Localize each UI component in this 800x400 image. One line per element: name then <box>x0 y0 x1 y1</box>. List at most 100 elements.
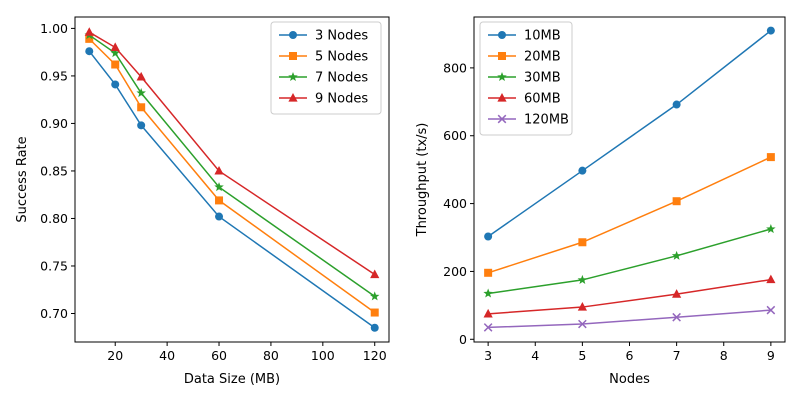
legend-marker-9-nodes <box>288 93 298 102</box>
data-point-3-nodes <box>370 323 379 332</box>
data-point-120mb <box>578 319 587 329</box>
legend-label-7-nodes: 7 Nodes <box>315 71 368 86</box>
series-line-10mb <box>487 29 772 238</box>
x-tick-label: 9 <box>767 348 775 363</box>
data-point-3-nodes <box>215 212 224 221</box>
data-point-30mb <box>483 288 493 298</box>
data-point-20mb <box>578 238 587 247</box>
y-tick-label: 400 <box>443 196 467 211</box>
data-point-3-nodes <box>111 80 120 89</box>
y-tick-label: 600 <box>443 128 467 143</box>
series-layer <box>84 27 380 332</box>
x-tick-label: 6 <box>626 348 634 363</box>
legend-label-20mb: 20MB <box>524 50 561 65</box>
data-point-20mb <box>484 268 493 277</box>
data-point-120mb <box>672 312 681 322</box>
legend-marker-20mb <box>498 52 506 60</box>
data-point-9-nodes <box>214 165 224 175</box>
data-point-60mb <box>483 308 493 318</box>
legend-marker-120mb <box>497 114 507 124</box>
y-tick-label: 200 <box>443 264 467 279</box>
x-tick-label: 20 <box>107 348 123 363</box>
data-point-60mb <box>577 302 587 311</box>
data-point-9-nodes <box>110 42 120 52</box>
data-point-30mb <box>577 274 588 284</box>
legend-marker-60mb <box>497 93 507 102</box>
legend-marker-3-nodes <box>289 31 297 39</box>
legend-label-3-nodes: 3 Nodes <box>315 29 368 44</box>
tick-layer: 20 40 60 80 100 120 0.70 0.75 0.80 0.85 0.90 0.95 1.… <box>40 21 387 363</box>
x-tick-label: 40 <box>159 348 175 363</box>
series-layer <box>483 26 776 332</box>
legend-label-30mb: 30MB <box>524 71 561 86</box>
legend-label-5-nodes: 5 Nodes <box>315 50 368 65</box>
series-line-60mb <box>488 278 771 315</box>
tick-layer: 3 4 5 6 7 8 9 0 200 400 600 800 <box>443 60 775 363</box>
data-point-10mb <box>672 100 681 109</box>
x-tick-label: 7 <box>673 348 681 363</box>
x-tick-label: 3 <box>484 348 492 363</box>
data-point-9-nodes <box>136 71 146 81</box>
legend: 3 Nodes 5 Nodes 7 Nodes 9 Nodes <box>270 21 382 115</box>
series-line-20mb <box>487 156 772 274</box>
x-tick-label: 80 <box>263 348 279 363</box>
x-tick-label: 60 <box>211 348 227 363</box>
legend-marker-30mb <box>497 72 507 82</box>
legend-label-60mb: 60MB <box>524 92 561 107</box>
y-tick-label: 0 <box>459 332 467 347</box>
y-axis-label: Success Rate <box>15 136 30 222</box>
data-point-120mb <box>766 305 776 315</box>
data-point-10mb <box>578 166 587 175</box>
legend-frame <box>479 21 573 136</box>
legend-label-120mb: 120MB <box>524 113 569 128</box>
data-point-30mb <box>766 224 776 234</box>
x-tick-label: 4 <box>531 348 539 363</box>
y-tick-label: 0.70 <box>40 306 68 321</box>
series-line-120mb <box>488 309 771 329</box>
series-line-30mb <box>488 228 772 295</box>
legend-label-9-nodes: 9 Nodes <box>315 92 368 107</box>
legend-marker-10mb <box>498 31 506 39</box>
data-point-7-nodes <box>214 182 224 192</box>
y-tick-label: 0.85 <box>40 163 68 178</box>
data-point-10mb <box>484 232 493 241</box>
y-tick-label: 0.80 <box>40 211 68 226</box>
data-point-7-nodes <box>369 291 380 301</box>
x-tick-label: 100 <box>311 348 335 363</box>
x-axis-label: Nodes <box>609 372 650 387</box>
data-point-5-nodes <box>111 60 120 69</box>
x-tick-label: 8 <box>720 348 728 363</box>
data-point-5-nodes <box>85 34 94 43</box>
data-point-60mb <box>672 289 682 298</box>
x-tick-label: 120 <box>363 348 387 363</box>
data-point-5-nodes <box>215 196 224 205</box>
success-rate-chart: 20 40 60 80 100 120 0.70 0.75 0.80 0.85 0.90 0.95 1.… <box>15 16 390 387</box>
y-tick-label: 0.90 <box>40 116 68 131</box>
legend-frame <box>270 21 382 115</box>
data-point-5-nodes <box>370 308 379 317</box>
y-tick-label: 0.95 <box>40 68 68 83</box>
y-axis-label: Throughput (tx/s) <box>415 123 430 238</box>
legend: 10MB 20MB 30MB 60MB 120MB <box>479 21 573 136</box>
y-tick-label: 1.00 <box>40 21 68 36</box>
data-point-10mb <box>766 26 775 35</box>
x-axis-label: Data Size (MB) <box>184 372 280 387</box>
legend-marker-5-nodes <box>289 52 297 60</box>
data-point-7-nodes <box>136 88 146 98</box>
data-point-9-nodes <box>370 269 380 279</box>
data-point-3-nodes <box>85 47 94 56</box>
legend-label-10mb: 10MB <box>524 29 561 44</box>
data-point-20mb <box>766 153 775 162</box>
legend-marker-7-nodes <box>288 72 298 82</box>
data-point-3-nodes <box>137 121 146 130</box>
x-tick-label: 5 <box>578 348 586 363</box>
data-point-60mb <box>766 274 776 284</box>
data-point-5-nodes <box>137 103 146 112</box>
data-point-20mb <box>672 197 681 206</box>
data-point-9-nodes <box>84 27 94 36</box>
data-point-120mb <box>483 323 493 332</box>
throughput-chart: 3 4 5 6 7 8 9 0 200 400 600 800 10MB 20MB 30MB 60MB 120… <box>415 16 786 387</box>
y-tick-label: 0.75 <box>40 258 68 273</box>
